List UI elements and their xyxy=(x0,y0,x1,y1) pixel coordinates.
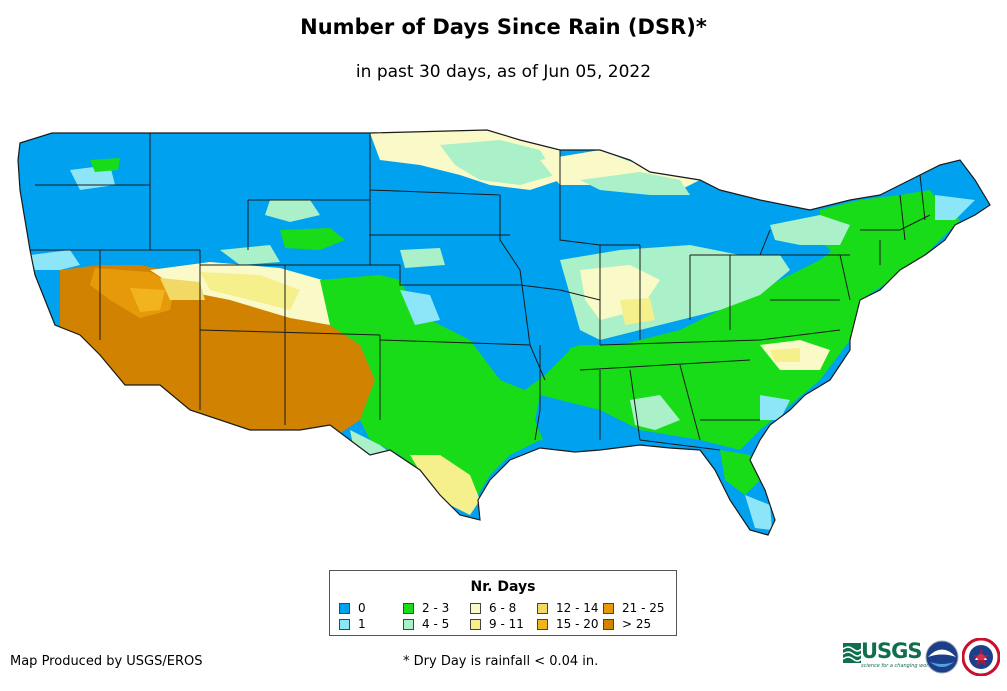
legend-swatch xyxy=(403,619,414,630)
legend-swatch xyxy=(403,603,414,614)
region-wa-1 xyxy=(70,165,115,190)
usgs-tagline: science for a changing world xyxy=(861,663,933,669)
region-plains-2-3 xyxy=(320,200,960,505)
legend-item: 1 xyxy=(339,618,366,631)
region-new-england-2-3 xyxy=(820,190,945,265)
dry-day-note: * Dry Day is rainfall < 0.04 in. xyxy=(403,654,599,669)
region-south-texas-9-11 xyxy=(410,455,480,515)
legend-swatch xyxy=(339,619,350,630)
legend-item: 0 xyxy=(339,602,366,615)
legend-title: Nr. Days xyxy=(470,579,536,595)
map-subtitle: in past 30 days, as of Jun 05, 2022 xyxy=(355,62,652,82)
legend-item: 4 - 5 xyxy=(403,618,449,631)
region-utah-12-14 xyxy=(160,278,205,300)
legend-item: 15 - 20 xyxy=(537,618,599,631)
noaa-logo-icon: noaa xyxy=(925,640,959,674)
region-colorado-9-11 xyxy=(200,272,300,310)
legend-label: 15 - 20 xyxy=(556,617,599,631)
region-maine-1 xyxy=(935,195,975,220)
legend-label: 6 - 8 xyxy=(489,601,517,615)
legend-item: 21 - 25 xyxy=(603,602,665,615)
nws-seal-icon xyxy=(962,638,1000,676)
legend-label: 9 - 11 xyxy=(489,617,524,631)
legend-item: 6 - 8 xyxy=(470,602,516,615)
region-north-plains-4-5 xyxy=(440,140,555,185)
legend-label: 1 xyxy=(358,617,366,631)
map-title: Number of Days Since Rain (DSR)* xyxy=(300,15,707,39)
region-florida-1 xyxy=(745,495,772,530)
legend-label: 21 - 25 xyxy=(622,601,665,615)
legend-label: > 25 xyxy=(622,617,652,631)
region-kansas-0 xyxy=(400,280,570,390)
legend: Nr. Days xyxy=(329,570,677,636)
legend-item: 2 - 3 xyxy=(403,602,449,615)
noaa-logo-text: noaa xyxy=(932,655,952,663)
legend-item: 12 - 14 xyxy=(537,602,599,615)
legend-item: > 25 xyxy=(603,618,651,631)
legend-swatch xyxy=(537,603,548,614)
legend-swatch xyxy=(470,619,481,630)
region-michigan-north-4-5 xyxy=(580,172,690,195)
region-alabama-4-5 xyxy=(630,395,680,430)
region-georgia-1 xyxy=(760,395,790,420)
legend-swatch xyxy=(603,603,614,614)
region-ny-4-5 xyxy=(770,215,850,245)
region-wyoming-4-5 xyxy=(265,200,320,222)
legend-swatch xyxy=(470,603,481,614)
region-colorado-4-5 xyxy=(220,245,280,265)
usgs-wave-icon xyxy=(843,643,862,663)
legend-label: 12 - 14 xyxy=(556,601,599,615)
region-virginia-9-11 xyxy=(770,348,800,362)
credit-text: Map Produced by USGS/EROS xyxy=(10,654,203,669)
region-gulf-coast-0 xyxy=(535,395,770,530)
usgs-logo: USGS science for a changing world xyxy=(843,639,933,671)
region-wyoming-2-3 xyxy=(280,228,345,250)
region-indiana-9-11 xyxy=(620,298,655,325)
legend-label: 0 xyxy=(358,601,366,615)
us-dsr-map xyxy=(17,129,991,536)
region-wa-2-3 xyxy=(90,158,120,172)
legend-label: 2 - 3 xyxy=(422,601,450,615)
state-boundaries xyxy=(17,129,991,536)
region-nebraska-4-5 xyxy=(400,248,445,268)
legend-swatch xyxy=(339,603,350,614)
region-utah-15-20 xyxy=(130,288,165,312)
legend-swatch xyxy=(537,619,548,630)
region-kansas-1 xyxy=(400,290,440,325)
legend-swatch xyxy=(603,619,614,630)
legend-label: 4 - 5 xyxy=(422,617,450,631)
usgs-logo-text: USGS xyxy=(861,639,923,663)
legend-item: 9 - 11 xyxy=(470,618,524,631)
region-california-1 xyxy=(30,250,80,270)
